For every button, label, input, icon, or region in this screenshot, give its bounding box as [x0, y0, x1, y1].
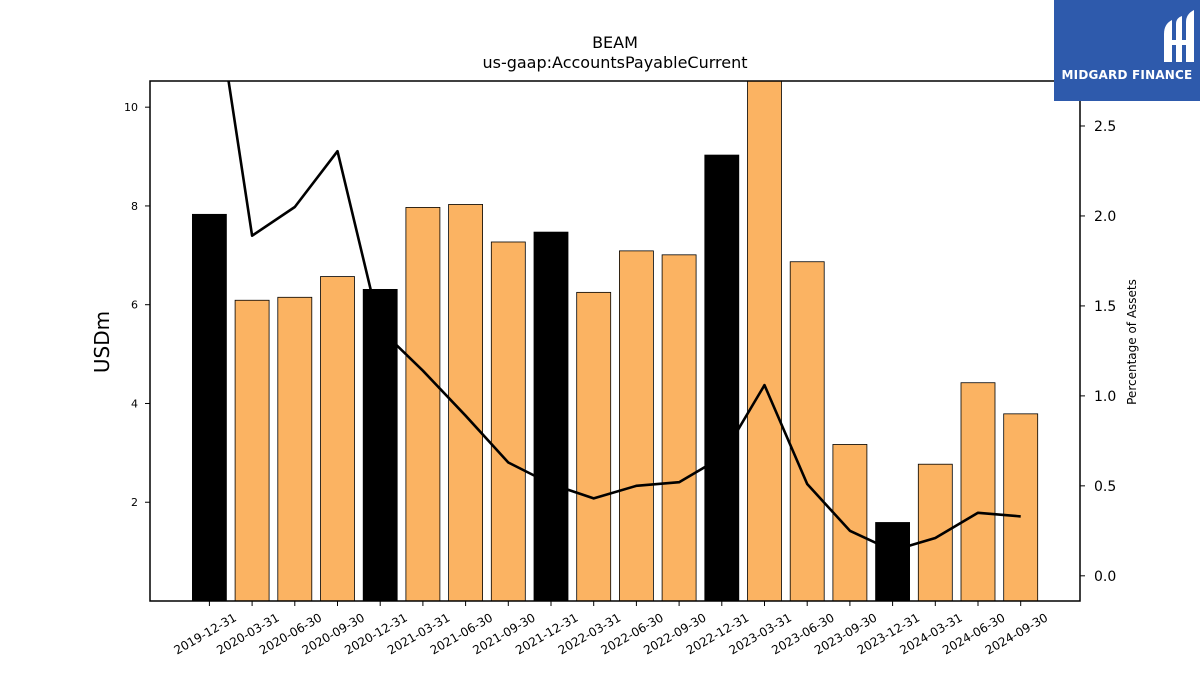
bar — [533, 231, 569, 602]
y-axis-label: USDm — [90, 311, 114, 373]
plot-frame — [149, 80, 1081, 602]
y2-tick-label: 2.5 — [1094, 119, 1116, 135]
y-tick-label: 6 — [131, 299, 138, 312]
bar — [747, 80, 782, 602]
bar — [832, 444, 868, 602]
bar — [619, 250, 654, 602]
logo-mark-icon — [1164, 10, 1194, 62]
bar — [405, 207, 441, 602]
y2-axis-ticks: 0.0 0.5 1.0 1.5 2.0 2.5 — [1080, 119, 1116, 585]
line-series — [227, 81, 1021, 552]
y-tick-label: 4 — [131, 397, 138, 410]
bar — [362, 288, 398, 602]
bar — [917, 463, 953, 602]
y2-tick-label: 1.0 — [1094, 389, 1116, 405]
chart-subtitle: us-gaap:AccountsPayableCurrent — [482, 53, 747, 72]
bar — [277, 296, 313, 602]
bar-series — [191, 80, 1039, 602]
y2-tick-label: 2.0 — [1094, 209, 1116, 225]
bar — [960, 382, 996, 602]
bar — [1003, 413, 1039, 602]
y2-tick-label: 1.5 — [1094, 299, 1116, 315]
y2-tick-label: 0.0 — [1094, 569, 1116, 585]
y-tick-label: 2 — [131, 496, 138, 509]
bar — [704, 154, 740, 602]
x-axis-ticks: 2019-12-312020-03-312020-06-302020-09-30… — [171, 601, 1050, 657]
bar — [191, 213, 227, 602]
bar — [661, 254, 697, 602]
y-axis-ticks: 2 4 6 8 10 — [124, 101, 150, 509]
bar — [789, 261, 825, 602]
line-path — [227, 81, 1021, 552]
chart-title: BEAM — [592, 33, 638, 52]
bar — [234, 299, 270, 602]
y-tick-label: 10 — [124, 101, 138, 114]
bar — [875, 522, 910, 602]
logo-text: MIDGARD FINANCE — [1061, 68, 1193, 82]
y-tick-label: 8 — [131, 200, 138, 213]
bar — [576, 291, 612, 602]
bar — [490, 241, 526, 602]
y2-axis-label: Percentage of Assets — [1125, 279, 1139, 405]
y2-tick-label: 0.5 — [1094, 479, 1116, 495]
bar — [320, 276, 355, 602]
brand-logo: MIDGARD FINANCE — [1054, 0, 1200, 101]
